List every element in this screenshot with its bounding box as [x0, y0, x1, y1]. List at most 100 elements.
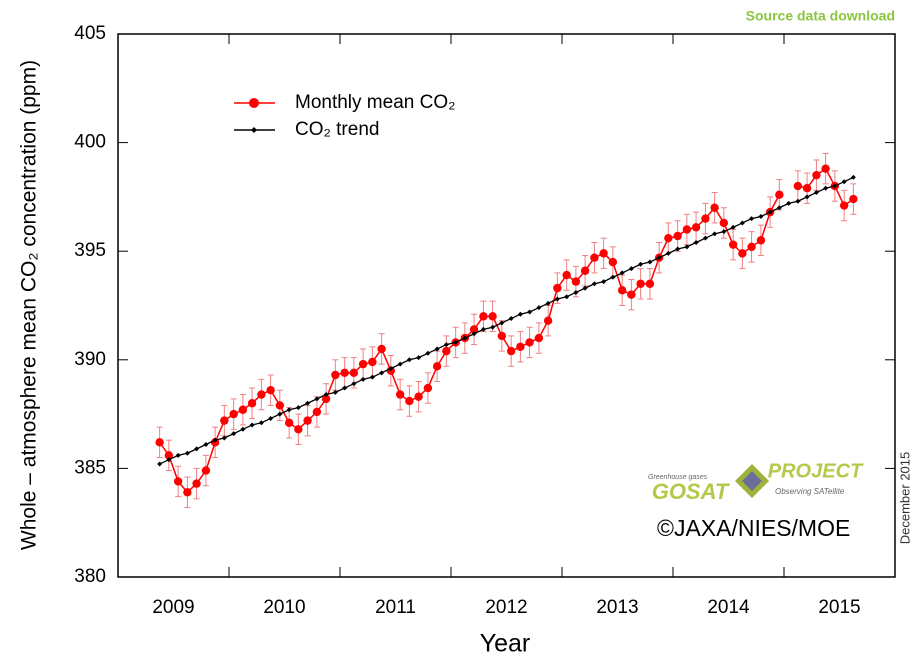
x-axis-label: Year — [480, 630, 531, 657]
marker — [184, 450, 190, 456]
marker — [786, 200, 792, 206]
marker — [591, 281, 597, 287]
marker — [793, 181, 803, 191]
marker — [469, 325, 479, 334]
marker — [543, 316, 553, 325]
marker — [220, 416, 229, 425]
marker — [155, 438, 164, 447]
marker — [534, 333, 544, 343]
marker — [157, 461, 163, 467]
marker — [656, 255, 662, 261]
y-tick-label: 395 — [74, 240, 106, 261]
marker — [812, 170, 821, 180]
marker — [434, 346, 440, 352]
marker — [303, 416, 312, 425]
marker — [488, 312, 497, 321]
marker — [377, 344, 386, 354]
x-tick-label: 2009 — [152, 597, 194, 618]
marker — [192, 479, 201, 488]
x-tick-label: 2012 — [485, 597, 527, 618]
series-line — [159, 176, 854, 465]
marker — [601, 279, 607, 285]
marker — [414, 392, 423, 401]
legend-marker — [249, 98, 259, 108]
marker — [388, 365, 394, 371]
marker — [712, 231, 718, 237]
marker — [525, 338, 534, 347]
marker — [321, 394, 331, 404]
marker — [462, 335, 468, 341]
marker — [610, 274, 616, 280]
logo-project: PROJECT — [768, 460, 864, 482]
marker — [499, 320, 505, 326]
marker — [442, 346, 451, 356]
x-tick-label: 2013 — [596, 597, 638, 618]
marker — [776, 205, 782, 211]
y-tick-label: 390 — [74, 349, 106, 370]
marker — [813, 190, 819, 196]
marker — [775, 190, 784, 199]
marker — [739, 220, 745, 226]
marker — [342, 385, 348, 391]
logo-subtitle: Greenhouse gases — [648, 474, 708, 481]
marker — [231, 431, 237, 437]
marker — [702, 235, 708, 241]
marker — [247, 399, 257, 408]
marker — [164, 451, 174, 460]
marker — [443, 342, 449, 348]
marker — [749, 216, 755, 222]
marker — [573, 289, 579, 295]
x-tick-label: 2014 — [707, 597, 750, 618]
marker — [312, 407, 322, 417]
series — [157, 174, 856, 467]
marker — [340, 368, 349, 378]
marker — [721, 229, 727, 235]
marker — [590, 253, 599, 262]
marker — [258, 420, 264, 426]
marker — [360, 376, 366, 382]
marker — [194, 446, 200, 452]
x-tick-label: 2015 — [818, 597, 860, 618]
legend-label: Monthly mean CO₂ — [295, 92, 456, 113]
marker — [453, 339, 459, 345]
marker — [203, 442, 209, 448]
marker — [212, 437, 218, 443]
marker — [516, 342, 525, 351]
marker — [395, 390, 405, 399]
x-tick-label: 2011 — [375, 597, 416, 618]
marker — [582, 285, 588, 291]
marker — [821, 164, 830, 173]
marker — [554, 296, 560, 302]
marker — [286, 407, 292, 413]
marker — [173, 477, 183, 486]
marker — [432, 362, 442, 371]
marker — [257, 390, 266, 399]
marker — [480, 326, 486, 332]
marker — [693, 240, 699, 246]
marker — [305, 400, 311, 406]
marker — [406, 357, 412, 363]
marker — [229, 409, 238, 419]
marker — [665, 250, 671, 256]
marker — [527, 309, 533, 315]
marker — [175, 452, 181, 458]
marker — [562, 270, 571, 280]
marker — [323, 392, 329, 398]
marker — [284, 418, 294, 427]
marker — [795, 198, 801, 204]
marker — [314, 396, 320, 402]
marker — [839, 201, 849, 210]
source-link[interactable]: Source data download — [746, 8, 895, 24]
marker — [471, 331, 477, 337]
marker — [249, 422, 255, 428]
marker — [608, 257, 618, 267]
marker — [636, 279, 645, 288]
y-tick-label: 400 — [74, 132, 106, 153]
marker — [536, 305, 542, 311]
logo-icon-inner — [742, 471, 762, 491]
marker — [294, 425, 303, 434]
marker — [841, 179, 847, 185]
marker — [599, 249, 608, 258]
logo: GOSAT PROJECT Greenhouse gases Observing… — [648, 460, 864, 504]
marker — [369, 374, 375, 380]
